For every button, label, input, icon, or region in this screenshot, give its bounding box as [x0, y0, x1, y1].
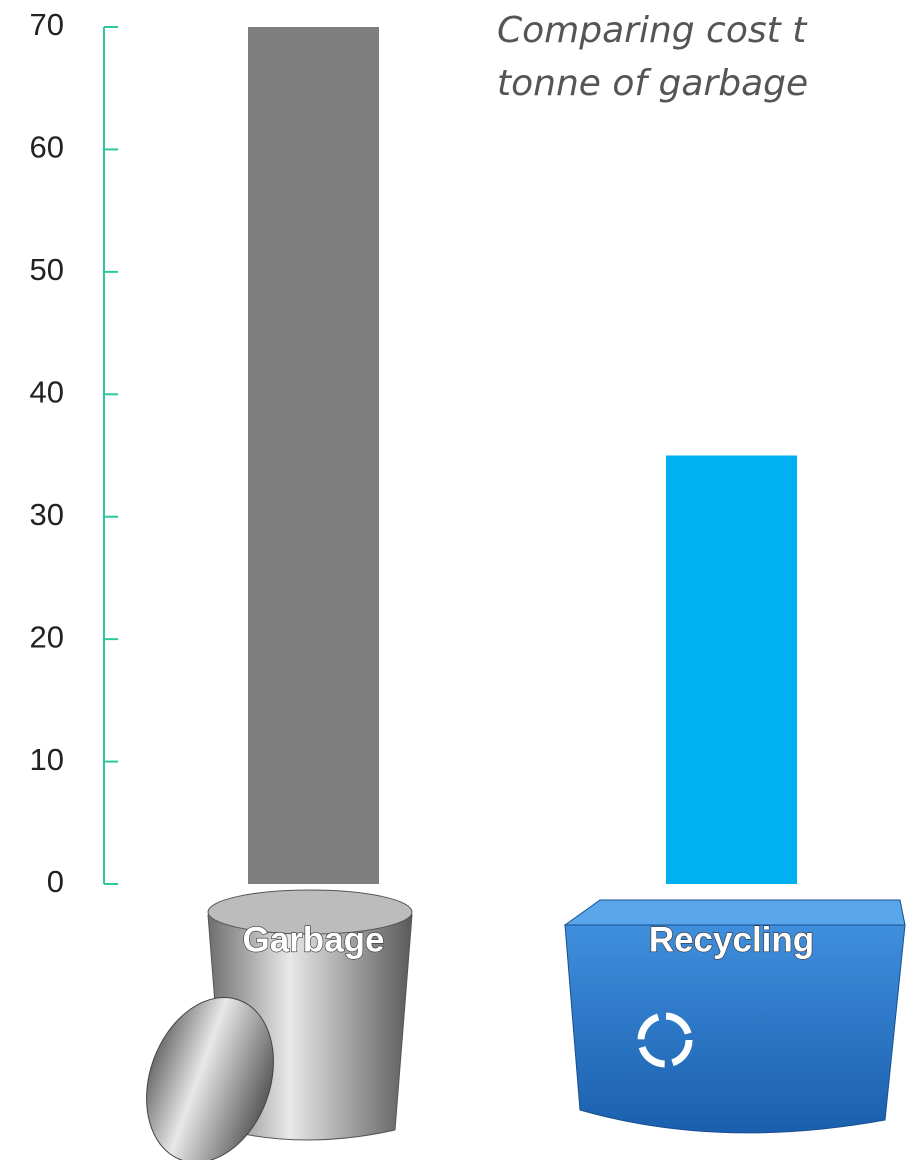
chart-title: tonne of garbage — [497, 63, 808, 104]
y-tick-label: 20 — [30, 619, 64, 654]
bar — [666, 455, 797, 884]
y-tick-label: 0 — [47, 864, 64, 899]
y-tick-label: 10 — [30, 742, 64, 777]
x-tick-label: Garbage — [243, 920, 385, 959]
bar — [248, 27, 379, 884]
recycling-box-icon — [563, 899, 906, 1134]
y-tick-label: 30 — [30, 497, 64, 532]
y-tick-label: 60 — [30, 130, 64, 165]
garbage-can-icon — [146, 889, 413, 1160]
y-tick-label: 70 — [30, 7, 64, 42]
y-tick-label: 50 — [30, 252, 64, 287]
chart-title: Comparing cost t — [497, 10, 808, 51]
y-tick-label: 40 — [30, 374, 64, 409]
x-tick-label: Recycling — [649, 920, 814, 959]
